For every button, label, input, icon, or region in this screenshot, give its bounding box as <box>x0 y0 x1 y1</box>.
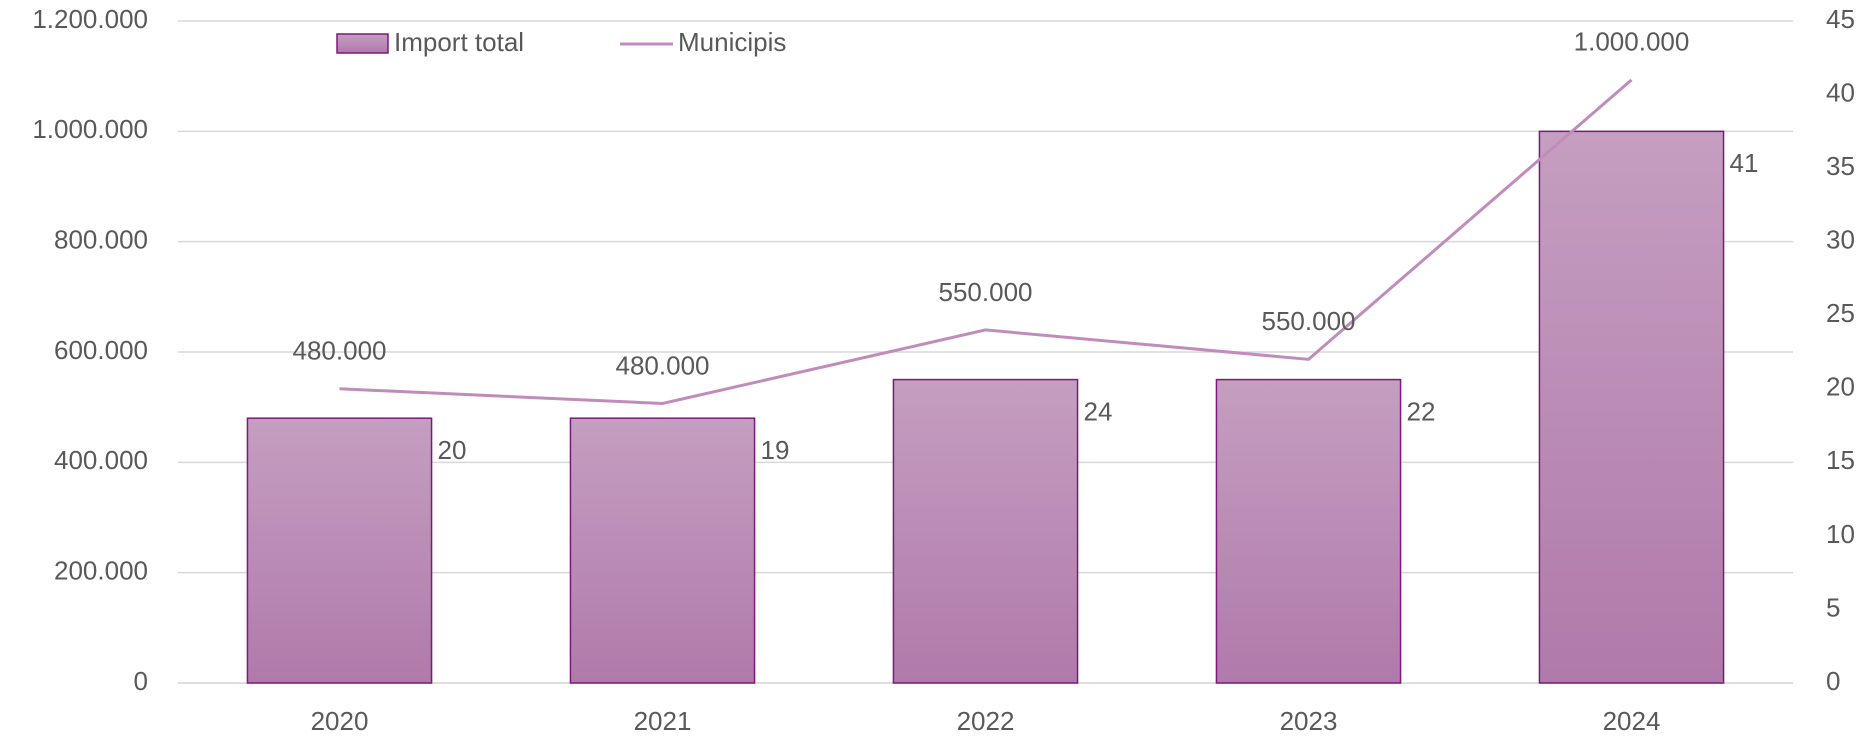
legend-swatch <box>336 33 389 54</box>
bar-value-label: 480.000 <box>293 336 387 366</box>
legend-label: Import total <box>394 27 524 57</box>
bar <box>892 378 1079 684</box>
bar <box>1215 378 1402 684</box>
line-value-label: 22 <box>1407 396 1436 426</box>
legend-label: Municipis <box>678 27 786 57</box>
bar <box>246 417 433 684</box>
line-value-label: 19 <box>761 435 790 465</box>
y2-tick-label: 20 <box>1826 372 1855 402</box>
y-tick-label: 600.000 <box>54 335 148 365</box>
bar-value-label: 1.000.000 <box>1574 27 1690 57</box>
y-tick-label: 0 <box>134 666 148 696</box>
bar <box>569 417 756 684</box>
line-value-label: 41 <box>1730 148 1759 178</box>
x-tick-label: 2024 <box>1603 706 1661 736</box>
bar-value-label: 550.000 <box>1262 306 1356 336</box>
x-tick-label: 2020 <box>311 706 369 736</box>
bar-value-label: 550.000 <box>939 277 1033 307</box>
y2-tick-label: 0 <box>1826 666 1840 696</box>
x-tick-label: 2023 <box>1280 706 1338 736</box>
line <box>339 78 1633 405</box>
bar <box>1538 130 1725 684</box>
line-value-label: 20 <box>438 435 467 465</box>
x-tick-label: 2021 <box>634 706 692 736</box>
y-tick-label: 400.000 <box>54 445 148 475</box>
x-tick-label: 2022 <box>957 706 1015 736</box>
y2-tick-label: 10 <box>1826 519 1855 549</box>
y-tick-label: 800.000 <box>54 225 148 255</box>
bar-value-label: 480.000 <box>616 350 710 380</box>
y-tick-label: 1.200.000 <box>32 4 148 34</box>
y2-tick-label: 40 <box>1826 77 1855 107</box>
y2-tick-label: 45 <box>1826 4 1855 34</box>
y-tick-label: 200.000 <box>54 556 148 586</box>
y2-tick-label: 15 <box>1826 445 1855 475</box>
y-tick-label: 1.000.000 <box>32 114 148 144</box>
y2-tick-label: 35 <box>1826 151 1855 181</box>
y2-tick-label: 25 <box>1826 298 1855 328</box>
y2-tick-label: 5 <box>1826 592 1840 622</box>
y2-tick-label: 30 <box>1826 225 1855 255</box>
line-value-label: 24 <box>1084 396 1113 426</box>
